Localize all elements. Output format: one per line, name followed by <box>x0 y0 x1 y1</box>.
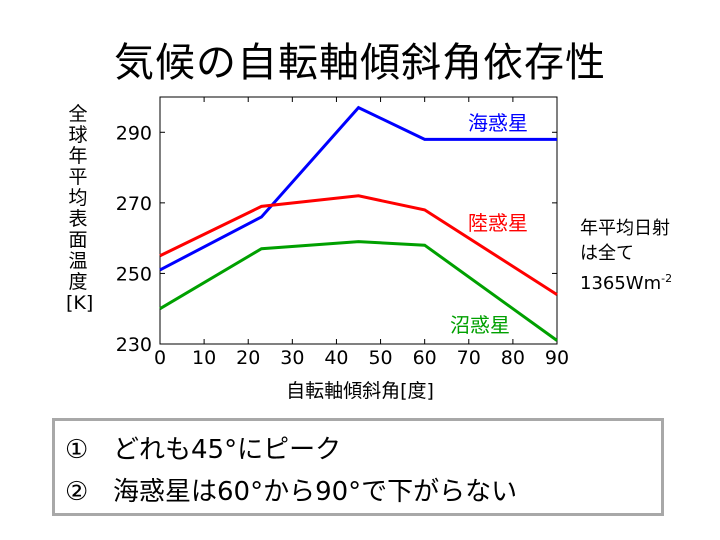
x-tick-label: 40 <box>324 347 348 369</box>
summary-text-1: どれも45°にピーク <box>113 435 342 465</box>
series-label: 海惑星 <box>468 111 528 135</box>
x-tick-label: 10 <box>192 347 216 369</box>
x-tick-label: 0 <box>154 347 166 369</box>
plot-frame <box>159 96 558 345</box>
x-tick-label: 70 <box>457 347 481 369</box>
x-tick-label: 80 <box>501 347 525 369</box>
insolation-note-line2: は全て <box>580 243 634 264</box>
summary-marker-2: ② <box>65 477 89 507</box>
insolation-note-line3: 1365Wm <box>580 273 662 294</box>
axis-ticks: 0 10 20 30 40 50 60 70 80 90 230 250 270 290 <box>116 97 569 369</box>
insolation-note: 年平均日射 は全て 1365Wm-2 <box>580 216 672 296</box>
y-tick-label: 290 <box>116 122 152 144</box>
y-axis-label: 全球年平均表面温度[K] <box>66 103 94 314</box>
series-label: 陸惑星 <box>468 211 528 235</box>
y-tick-label: 250 <box>116 263 152 285</box>
x-tick-label: 90 <box>545 347 569 369</box>
summary-box: ① どれも45°にピーク ② 海惑星は60°から90°で下がらない <box>52 418 664 516</box>
slide-title: 気候の自転軸傾斜角依存性 <box>114 40 606 86</box>
x-tick-label: 60 <box>413 347 437 369</box>
series-line <box>159 194 558 296</box>
insolation-note-line1: 年平均日射 <box>580 218 670 239</box>
y-tick-label: 230 <box>116 334 152 356</box>
series-line <box>159 240 558 342</box>
series-lines <box>159 105 558 342</box>
x-axis-label: 自転軸傾斜角[度] <box>286 380 434 402</box>
x-tick-label: 30 <box>280 347 304 369</box>
summary-marker-1: ① <box>65 435 89 465</box>
summary-item-1: ① どれも45°にピーク <box>65 429 341 466</box>
series-label: 沼惑星 <box>450 313 510 337</box>
x-tick-label: 20 <box>236 347 260 369</box>
series-line <box>159 105 557 272</box>
summary-item-2: ② 海惑星は60°から90°で下がらない <box>65 471 517 508</box>
summary-text-2: 海惑星は60°から90°で下がらない <box>113 477 518 507</box>
x-tick-label: 50 <box>368 347 392 369</box>
y-tick-label: 270 <box>116 193 152 215</box>
insolation-note-exponent: -2 <box>661 272 673 285</box>
